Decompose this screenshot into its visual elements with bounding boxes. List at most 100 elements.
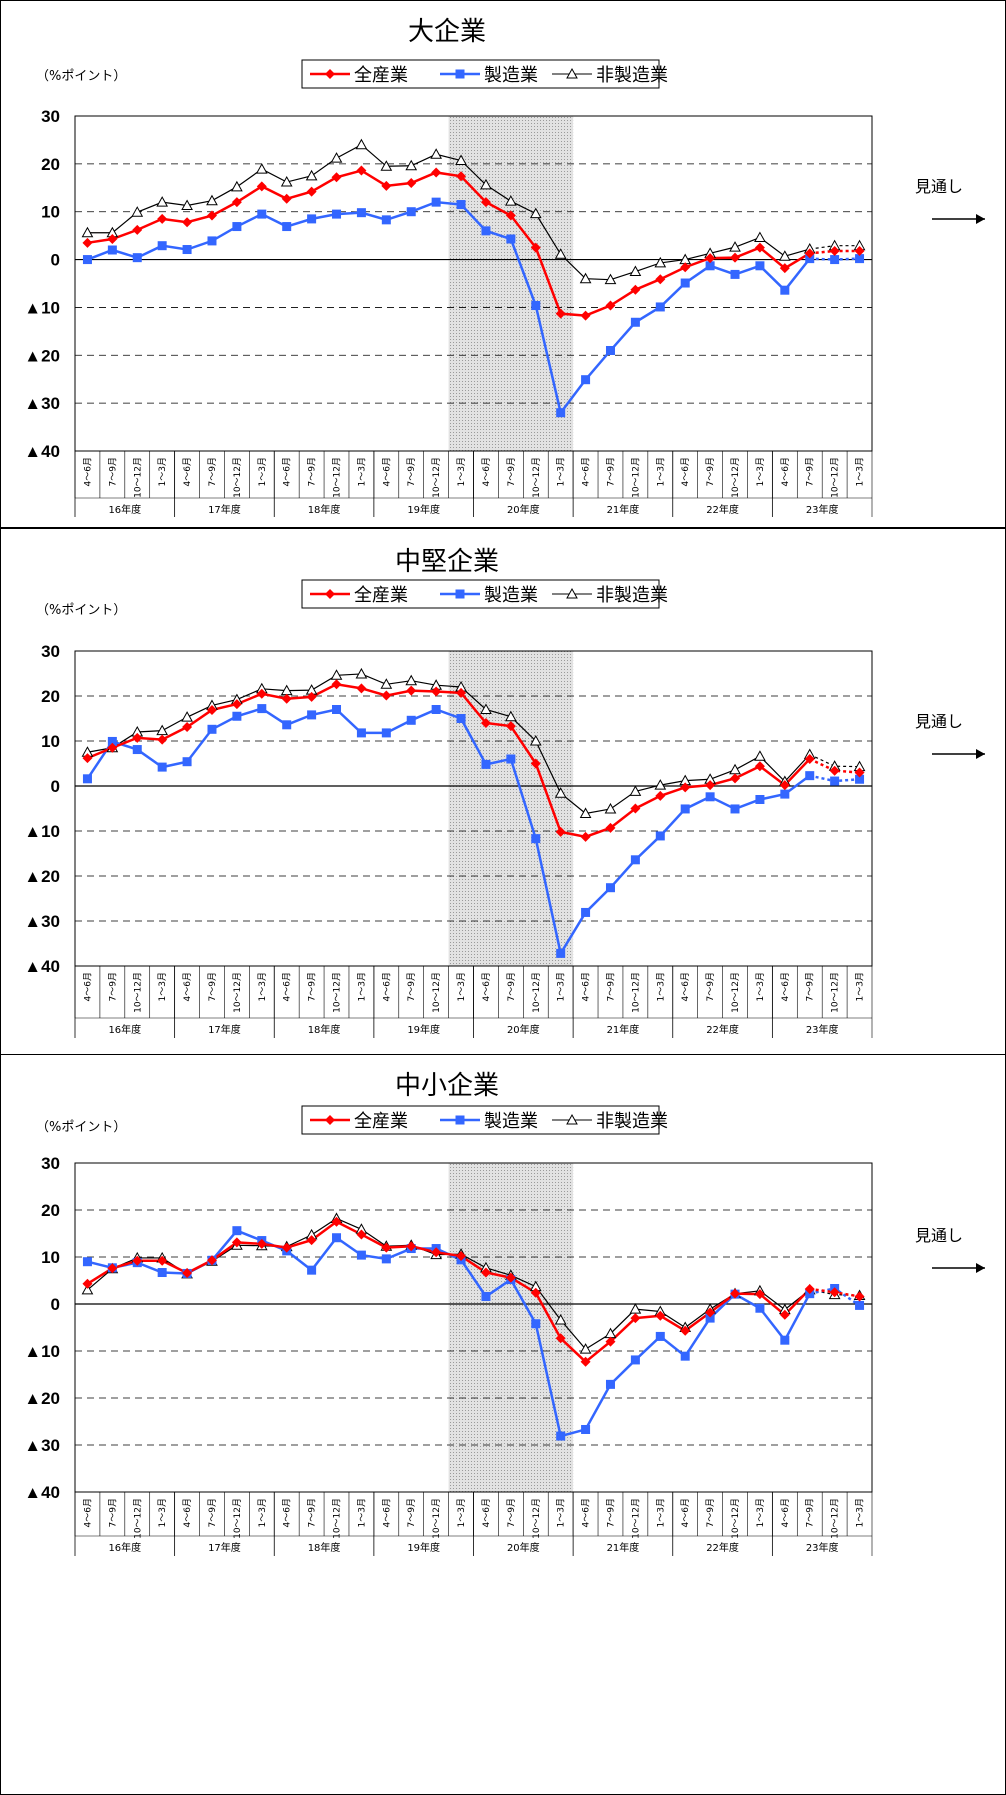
data-point-1 bbox=[132, 253, 142, 263]
data-point-1 bbox=[406, 207, 416, 217]
data-point-1 bbox=[506, 234, 516, 244]
data-point-2 bbox=[778, 250, 791, 261]
x-tick-label: 4～6月 bbox=[182, 972, 193, 1001]
x-tick-label: 4～6月 bbox=[581, 1498, 592, 1527]
x-tick-label: 7～9月 bbox=[307, 1498, 318, 1527]
legend: 全産業 製造業 非製造業 bbox=[301, 1105, 668, 1135]
data-point-0 bbox=[829, 1287, 840, 1298]
data-point-1 bbox=[132, 745, 142, 755]
x-tick-label: 10～12月 bbox=[630, 972, 641, 1013]
y-axis-unit: （%ポイント） bbox=[36, 603, 126, 618]
data-point-1 bbox=[506, 754, 516, 764]
legend-marker bbox=[455, 1115, 465, 1125]
x-tick-label: 1～3月 bbox=[556, 1498, 567, 1527]
forecast-label: 見通し bbox=[915, 177, 963, 196]
x-tick-label: 1～3月 bbox=[157, 457, 168, 486]
data-point-0 bbox=[331, 1216, 342, 1227]
fiscal-year-label: 21年度 bbox=[607, 503, 640, 516]
data-point-1 bbox=[356, 728, 366, 738]
forecast-arrow-head bbox=[976, 749, 985, 759]
x-tick-label: 1～3月 bbox=[456, 972, 467, 1001]
data-point-0 bbox=[754, 761, 765, 772]
data-point-1 bbox=[755, 795, 765, 804]
x-tick-label: 1～3月 bbox=[655, 457, 666, 486]
x-tick-label: 10～12月 bbox=[730, 1498, 741, 1539]
chart-svg: 30 20 10 0 ▲10 ▲20 ▲30 ▲40 4～6月 7～9月 10～12月 1～3月 4～6… bbox=[0, 0, 1006, 528]
legend-label: 製造業 bbox=[484, 585, 538, 606]
x-tick-label: 10～12月 bbox=[630, 457, 641, 498]
fiscal-year-label: 23年度 bbox=[806, 1541, 839, 1554]
data-point-1 bbox=[655, 1331, 665, 1341]
data-point-0 bbox=[157, 1255, 168, 1266]
x-tick-label: 7～9月 bbox=[207, 972, 218, 1001]
fiscal-year-label: 17年度 bbox=[208, 1541, 241, 1554]
data-point-0 bbox=[555, 308, 566, 319]
x-tick-label: 4～6月 bbox=[780, 457, 791, 486]
legend-box bbox=[301, 579, 660, 609]
data-point-0 bbox=[206, 704, 217, 715]
x-tick-label: 1～3月 bbox=[456, 457, 467, 486]
data-point-1 bbox=[780, 285, 790, 295]
x-tick-label: 4～6月 bbox=[282, 972, 293, 1001]
data-point-0 bbox=[456, 687, 467, 698]
data-point-2 bbox=[480, 178, 492, 190]
data-point-2 bbox=[405, 159, 418, 171]
y-tick-label: ▲30 bbox=[24, 394, 60, 413]
data-point-0 bbox=[306, 186, 317, 197]
data-point-1 bbox=[232, 222, 242, 232]
data-point-0 bbox=[580, 310, 591, 321]
x-tick-label: 10～12月 bbox=[232, 972, 243, 1013]
x-tick-label: 4～6月 bbox=[381, 972, 392, 1001]
data-point-2 bbox=[380, 160, 393, 171]
data-point-0 bbox=[730, 1288, 741, 1299]
fiscal-year-label: 18年度 bbox=[308, 503, 341, 516]
forecast-arrow-head bbox=[976, 214, 985, 224]
data-point-2 bbox=[579, 272, 592, 284]
x-tick-label: 10～12月 bbox=[431, 972, 442, 1013]
legend-label: 全産業 bbox=[354, 65, 408, 86]
data-point-0 bbox=[705, 1307, 716, 1318]
data-point-0 bbox=[256, 688, 267, 699]
data-point-0 bbox=[331, 679, 342, 690]
x-tick-label: 10～12月 bbox=[531, 972, 542, 1013]
x-tick-label: 7～9月 bbox=[107, 972, 118, 1001]
legend-label: 非製造業 bbox=[596, 65, 668, 86]
data-point-2 bbox=[554, 248, 567, 259]
data-point-0 bbox=[854, 1291, 865, 1302]
data-point-0 bbox=[82, 1278, 93, 1289]
data-point-0 bbox=[431, 686, 442, 697]
data-point-2 bbox=[554, 1313, 567, 1325]
x-tick-label: 10～12月 bbox=[132, 1498, 143, 1539]
data-point-0 bbox=[705, 253, 716, 264]
legend-marker bbox=[455, 589, 465, 599]
data-point-2 bbox=[430, 148, 442, 159]
x-tick-label: 4～6月 bbox=[780, 1498, 791, 1527]
y-tick-label: ▲40 bbox=[24, 957, 60, 976]
x-tick-label: 10～12月 bbox=[630, 1498, 641, 1539]
data-point-1 bbox=[207, 236, 217, 246]
data-point-2 bbox=[355, 667, 368, 679]
data-point-2 bbox=[330, 669, 343, 680]
x-tick-label: 4～6月 bbox=[581, 457, 592, 486]
data-point-0 bbox=[779, 263, 790, 274]
data-point-1 bbox=[157, 241, 167, 251]
x-tick-label: 10～12月 bbox=[531, 1498, 542, 1539]
data-point-0 bbox=[804, 248, 815, 259]
data-point-1 bbox=[680, 1351, 690, 1361]
data-point-0 bbox=[132, 224, 143, 235]
data-point-0 bbox=[281, 1242, 292, 1253]
data-point-1 bbox=[705, 1313, 715, 1323]
data-point-2 bbox=[355, 138, 368, 150]
x-tick-label: 10～12月 bbox=[830, 972, 841, 1013]
x-tick-label: 10～12月 bbox=[431, 457, 442, 498]
legend-label: 全産業 bbox=[354, 1111, 408, 1132]
fiscal-year-label: 21年度 bbox=[607, 1023, 640, 1036]
data-point-2 bbox=[156, 196, 169, 207]
data-point-0 bbox=[555, 826, 566, 837]
y-tick-label: 20 bbox=[41, 687, 60, 706]
data-point-0 bbox=[730, 773, 741, 784]
data-point-0 bbox=[206, 1255, 217, 1266]
data-point-2 bbox=[554, 787, 567, 798]
data-point-0 bbox=[132, 732, 143, 743]
fiscal-year-label: 19年度 bbox=[407, 1023, 440, 1036]
